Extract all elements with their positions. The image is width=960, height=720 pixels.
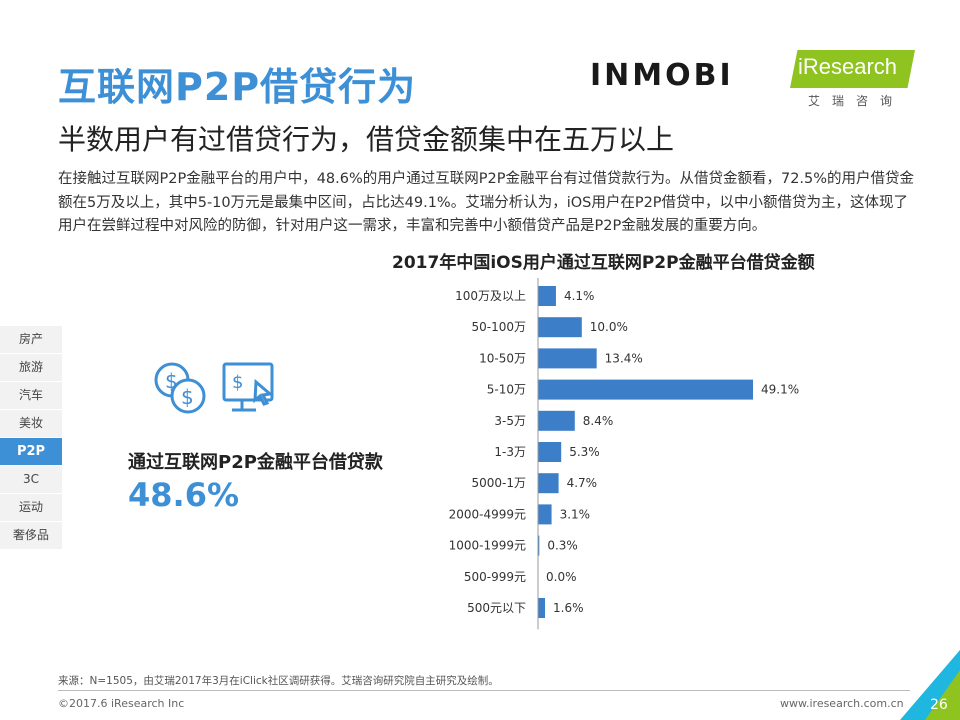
category-label: 1-3万 bbox=[494, 445, 526, 459]
category-label: 10-50万 bbox=[479, 351, 526, 365]
sidebar-item[interactable]: P2P bbox=[0, 438, 62, 466]
category-label: 5-10万 bbox=[487, 383, 526, 397]
sidebar-item[interactable]: 奢侈品 bbox=[0, 522, 62, 550]
value-label: 8.4% bbox=[583, 414, 614, 428]
category-label: 100万及以上 bbox=[455, 289, 526, 303]
value-label: 10.0% bbox=[590, 320, 628, 334]
value-label: 49.1% bbox=[761, 383, 799, 397]
footer-divider bbox=[58, 690, 910, 691]
source-note: 来源：N=1505，由艾瑞2017年3月在iClick社区调研获得。艾瑞咨询研究… bbox=[58, 675, 499, 687]
sidebar-item[interactable]: 运动 bbox=[0, 494, 62, 522]
category-label: 2000-4999元 bbox=[449, 507, 526, 521]
value-label: 4.1% bbox=[564, 289, 595, 303]
coins-icon: $ $ bbox=[154, 362, 206, 414]
sidebar-item[interactable]: 房产 bbox=[0, 326, 62, 354]
value-label: 1.6% bbox=[553, 601, 584, 615]
bar bbox=[538, 535, 540, 556]
sidebar-item[interactable]: 旅游 bbox=[0, 354, 62, 382]
bar bbox=[538, 504, 552, 525]
page-title: 互联网P2P借贷行为 bbox=[58, 65, 417, 109]
iresearch-logo-subtext: 艾瑞咨询 bbox=[808, 94, 905, 108]
sidebar-item[interactable]: 汽车 bbox=[0, 382, 62, 410]
category-label: 3-5万 bbox=[494, 414, 526, 428]
stat-label: 通过互联网P2P金融平台借贷款 bbox=[128, 452, 383, 473]
bar bbox=[538, 442, 562, 462]
page-subtitle: 半数用户有过借贷行为，借贷金额集中在五万以上 bbox=[58, 123, 675, 156]
bar bbox=[538, 473, 559, 494]
value-label: 0.0% bbox=[546, 570, 577, 584]
sidebar-item[interactable]: 3C bbox=[0, 466, 62, 494]
svg-text:$: $ bbox=[165, 369, 178, 393]
category-label: 500-999元 bbox=[464, 570, 526, 584]
value-label: 4.7% bbox=[567, 476, 598, 490]
category-label: 1000-1999元 bbox=[449, 539, 526, 553]
iresearch-logo: iResearch 艾瑞咨询 bbox=[790, 48, 915, 112]
bar bbox=[538, 317, 582, 338]
stat-value: 48.6% bbox=[128, 476, 240, 514]
copyright-text: ©2017.6 iResearch Inc bbox=[58, 697, 185, 710]
category-label: 500元以下 bbox=[467, 601, 526, 615]
bar bbox=[538, 598, 546, 618]
category-label: 50-100万 bbox=[471, 320, 526, 334]
bar-chart: 100万及以上 4.1% 50-100万 10.0% 10-50万 13.4% 5-10万 4… bbox=[449, 278, 799, 630]
iresearch-logo-text: iResearch bbox=[798, 54, 898, 79]
corner-decoration bbox=[900, 650, 960, 720]
bar bbox=[538, 286, 556, 306]
svg-text:$: $ bbox=[181, 385, 194, 409]
icon-group: $ $ $ bbox=[154, 362, 274, 414]
iresearch-logo-background bbox=[790, 50, 915, 88]
category-sidebar: 房产 旅游 汽车 美妆 P2P 3C 运动 奢侈品 bbox=[0, 326, 62, 550]
value-label: 5.3% bbox=[569, 445, 600, 459]
svg-text:$: $ bbox=[232, 372, 243, 393]
bar bbox=[538, 379, 753, 400]
sidebar-item[interactable]: 美妆 bbox=[0, 410, 62, 438]
description-text: 在接触过互联网P2P金融平台的用户中，48.6%的用户通过互联网P2P金融平台有… bbox=[58, 171, 915, 234]
bar bbox=[538, 348, 597, 369]
value-label: 13.4% bbox=[605, 351, 643, 365]
page-number: 26 bbox=[930, 697, 948, 713]
inmobi-logo: INMOBI bbox=[590, 58, 734, 93]
value-label: 3.1% bbox=[560, 507, 591, 521]
bar bbox=[538, 410, 575, 431]
value-label: 0.3% bbox=[547, 539, 578, 553]
category-label: 5000-1万 bbox=[471, 476, 526, 490]
computer-payment-icon: $ bbox=[222, 362, 274, 412]
website-url: www.iresearch.com.cn bbox=[780, 697, 904, 710]
chart-title: 2017年中国iOS用户通过互联网P2P金融平台借贷金额 bbox=[392, 253, 815, 273]
